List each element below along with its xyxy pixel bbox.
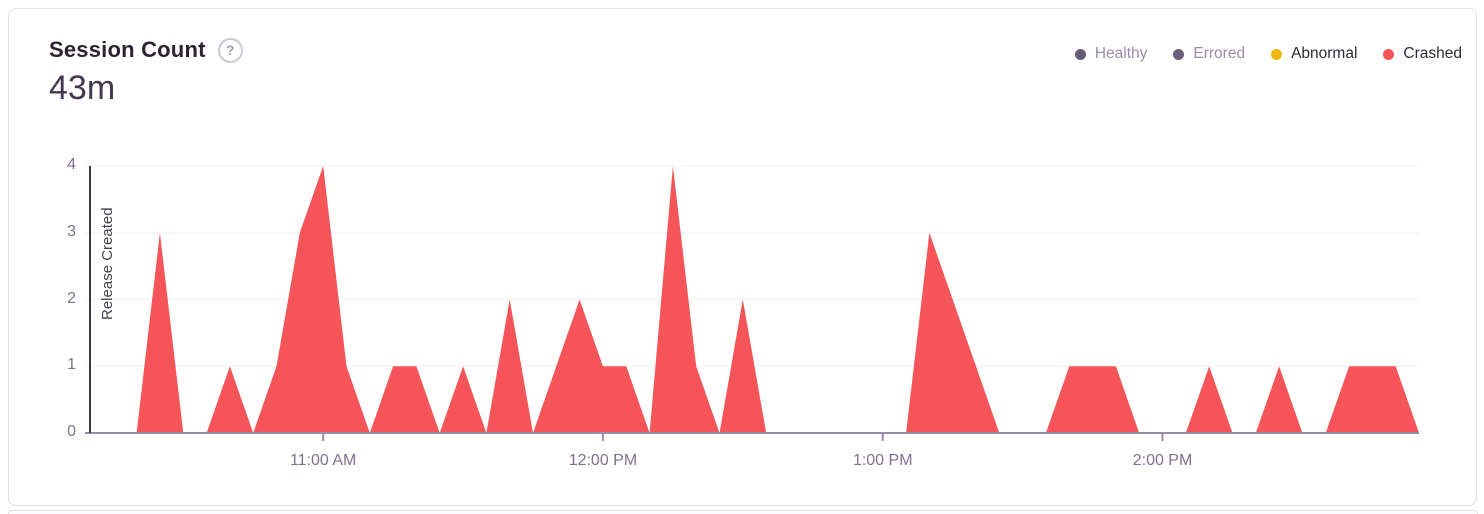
legend-item-healthy[interactable]: Healthy	[1074, 45, 1148, 63]
chart-legend: Healthy Errored Abnormal Crashed	[1074, 45, 1462, 63]
x-axis-label: 11:00 AM	[289, 452, 357, 469]
legend-item-crashed[interactable]: Crashed	[1383, 45, 1462, 63]
y-axis-label: 3	[67, 222, 76, 240]
x-axis-ticks	[322, 433, 1164, 441]
y-axis-label: 1	[67, 356, 76, 374]
legend-item-abnormal[interactable]: Abnormal	[1271, 45, 1357, 63]
help-icon[interactable]: ?	[217, 37, 243, 63]
x-axis-label: 2:00 PM	[1132, 452, 1193, 469]
chart-plot-area[interactable]	[85, 160, 1419, 441]
legend-item-errored[interactable]: Errored	[1173, 45, 1245, 63]
crashed-area-series	[90, 166, 1419, 433]
legend-label: Healthy	[1094, 45, 1148, 62]
abnormal-dot-icon	[1271, 48, 1283, 60]
x-axis-label: 1:00 PM	[852, 452, 913, 469]
page-title: Session Count	[49, 37, 206, 62]
legend-label: Abnormal	[1291, 45, 1358, 62]
errored-dot-icon	[1173, 48, 1185, 60]
healthy-dot-icon	[1074, 48, 1086, 60]
x-axis-label: 12:00 PM	[568, 452, 638, 469]
next-card-top-edge	[8, 510, 1478, 514]
card-header: Session Count ?	[49, 37, 243, 63]
legend-label: Crashed	[1403, 45, 1462, 62]
y-axis-label: 0	[67, 423, 76, 440]
legend-label: Errored	[1193, 45, 1246, 62]
crashed-dot-icon	[1383, 48, 1395, 60]
session-count-total: 43m	[49, 69, 116, 107]
y-axis-label: 2	[67, 289, 76, 307]
y-axis-label: 4	[67, 156, 76, 173]
